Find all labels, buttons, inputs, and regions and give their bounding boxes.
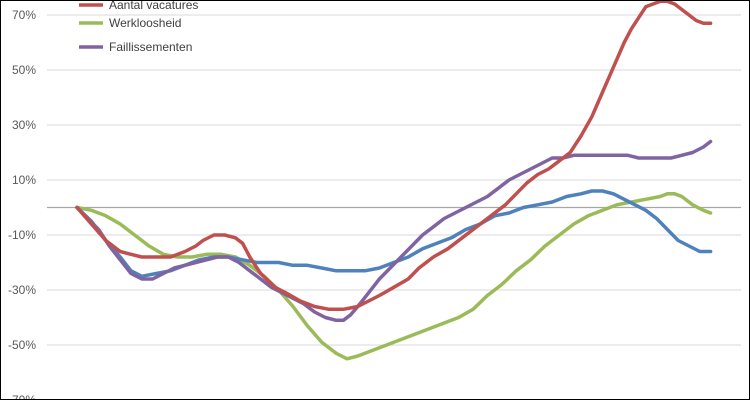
y-tick-label: -10% <box>8 228 36 242</box>
legend-label: Aantal vacatures <box>109 1 198 12</box>
y-tick-label: -50% <box>8 338 36 352</box>
series-line-0 <box>75 1 713 312</box>
y-axis-ticks: 70% 50% 30% 10% -10% -30% -50% -70% <box>8 8 36 399</box>
y-tick-label: 10% <box>12 173 36 187</box>
series-lines <box>75 1 713 361</box>
series-line-1 <box>75 192 713 361</box>
y-tick-label: 50% <box>12 63 36 77</box>
y-tick-label: 30% <box>12 118 36 132</box>
gridlines <box>47 14 741 346</box>
y-tick-label: 70% <box>12 8 36 22</box>
y-tick-label: -30% <box>8 283 36 297</box>
y-tick-label: -70% <box>8 393 36 399</box>
legend-label: Werkloosheid <box>109 16 181 30</box>
series-line-3 <box>75 139 713 323</box>
legend-label: Faillissementen <box>109 40 192 54</box>
legend: Aantal vacatures Werkloosheid Faillissemen… <box>79 1 198 54</box>
